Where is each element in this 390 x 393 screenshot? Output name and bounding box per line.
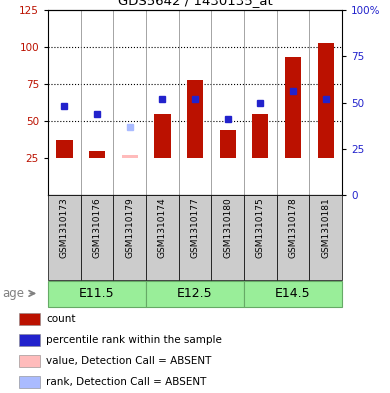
Text: GSM1310177: GSM1310177 [190, 198, 200, 258]
Text: age: age [2, 287, 25, 300]
Bar [211, 195, 244, 280]
Bar [19, 313, 40, 325]
Bar [277, 195, 309, 280]
Bar [154, 114, 170, 158]
Bar [309, 195, 342, 280]
Text: percentile rank within the sample: percentile rank within the sample [46, 335, 222, 345]
Bar [19, 334, 40, 346]
Text: GSM1310178: GSM1310178 [289, 198, 298, 258]
Bar [317, 42, 334, 158]
Bar [81, 195, 113, 280]
Bar [48, 195, 81, 280]
Text: GSM1310181: GSM1310181 [321, 198, 330, 258]
Text: E12.5: E12.5 [177, 287, 213, 300]
Bar [122, 155, 138, 158]
Title: GDS5642 / 1430135_at: GDS5642 / 1430135_at [118, 0, 272, 7]
Bar [187, 79, 203, 158]
Bar [252, 114, 268, 158]
Text: E14.5: E14.5 [275, 287, 311, 300]
Bar [48, 281, 146, 307]
Text: rank, Detection Call = ABSENT: rank, Detection Call = ABSENT [46, 377, 206, 387]
Bar [146, 281, 244, 307]
Bar [89, 151, 105, 158]
Text: GSM1310180: GSM1310180 [223, 198, 232, 258]
Bar [146, 195, 179, 280]
Text: GSM1310173: GSM1310173 [60, 198, 69, 258]
Text: E11.5: E11.5 [79, 287, 115, 300]
Bar [220, 130, 236, 158]
Bar [179, 195, 211, 280]
Bar [285, 57, 301, 158]
Bar [244, 281, 342, 307]
Text: value, Detection Call = ABSENT: value, Detection Call = ABSENT [46, 356, 211, 366]
Text: count: count [46, 314, 76, 323]
Bar [244, 195, 277, 280]
Bar [56, 140, 73, 158]
Text: GSM1310179: GSM1310179 [125, 198, 134, 258]
Bar [19, 376, 40, 388]
Text: GSM1310175: GSM1310175 [256, 198, 265, 258]
Text: GSM1310174: GSM1310174 [158, 198, 167, 258]
Bar [113, 195, 146, 280]
Text: GSM1310176: GSM1310176 [92, 198, 101, 258]
Bar [19, 355, 40, 367]
